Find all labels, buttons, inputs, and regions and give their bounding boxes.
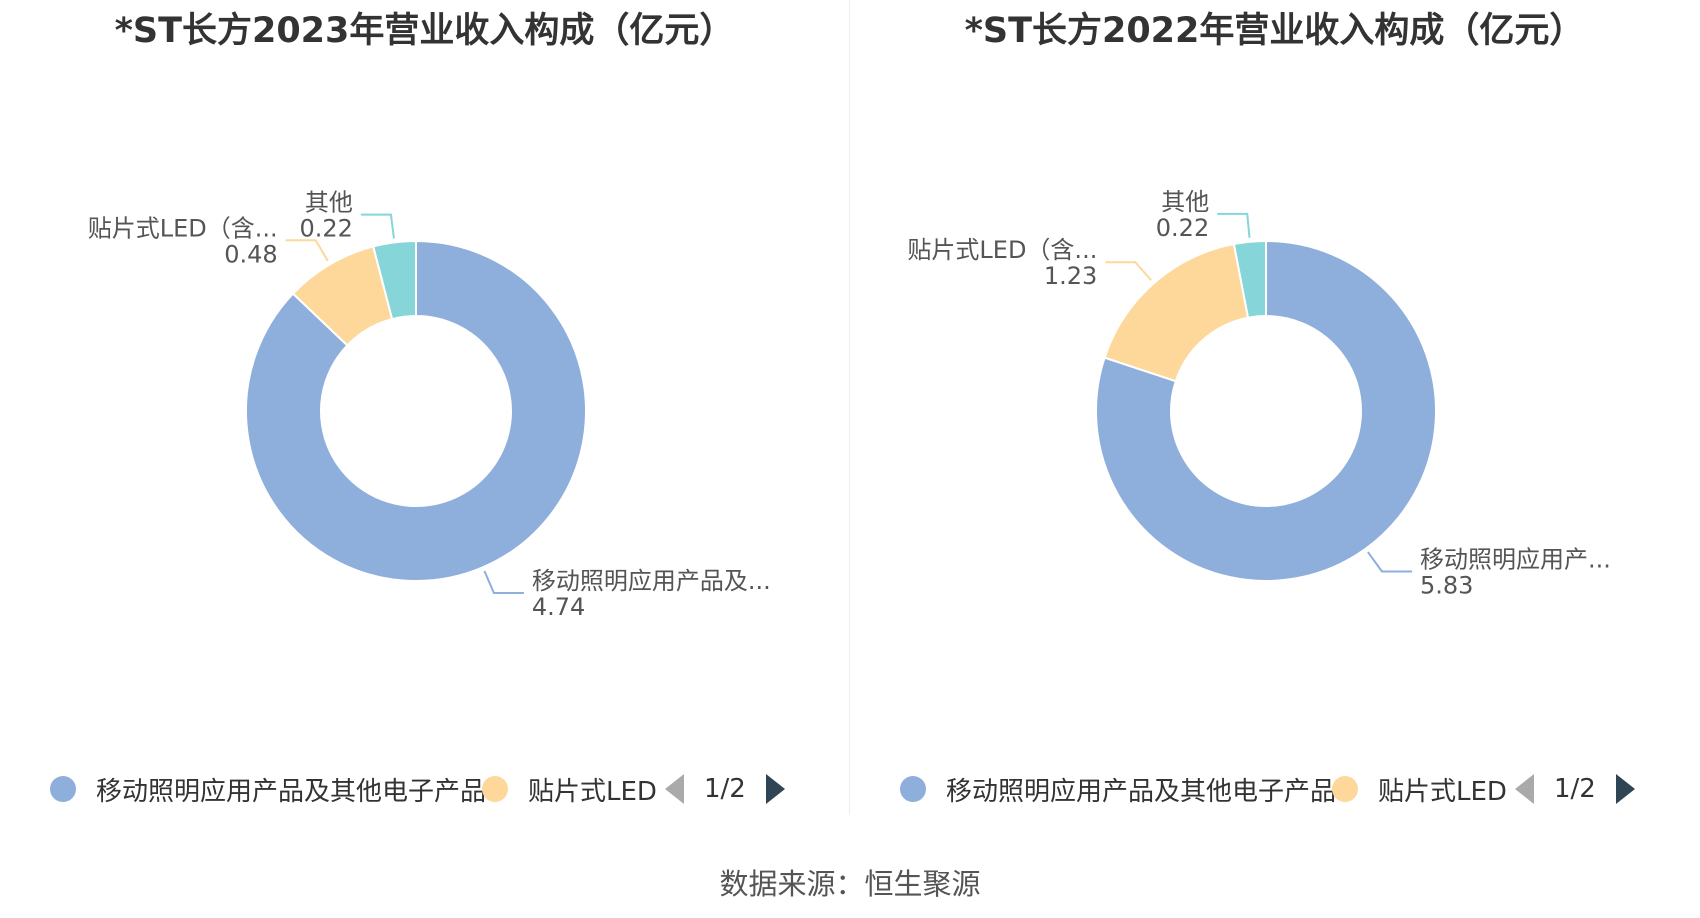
leader-line (1105, 261, 1152, 281)
legend: 移动照明应用产品及其他电子产品 贴片式LED 1/2 (850, 764, 1699, 814)
leader-line (360, 213, 395, 239)
legend: 移动照明应用产品及其他电子产品 贴片式LED 1/2 (0, 764, 849, 814)
leader-line (1217, 212, 1251, 238)
slice-value-label: 0.22 (1156, 214, 1209, 242)
legend-label: 贴片式LED (528, 776, 657, 807)
leader-line (285, 239, 329, 262)
pager-next-icon[interactable] (1615, 774, 1635, 804)
legend-pager: 1/2 (1515, 764, 1635, 814)
pager-prev-icon[interactable] (665, 774, 684, 804)
slice-label: 其他 (305, 189, 353, 217)
donut-chart: 移动照明应用产品及...4.74 贴片式LED（含...0.48 其他0.22 (88, 189, 771, 621)
slice-value-label: 5.83 (1420, 571, 1473, 599)
donut-slice[interactable] (1103, 242, 1250, 383)
slice-label: 移动照明应用产品及... (532, 567, 771, 595)
legend-label: 贴片式LED (1378, 776, 1507, 807)
chart-title: *ST长方2022年营业收入构成（亿元） (964, 11, 1585, 51)
legend-marker (900, 776, 926, 802)
panel-divider (849, 0, 850, 815)
data-source: 数据来源：恒生聚源 (719, 867, 981, 901)
legend-item-lighting[interactable]: 移动照明应用产品及其他电子产品 (50, 764, 486, 814)
slice-label: 贴片式LED（含... (907, 236, 1097, 264)
slice-value-label: 1.23 (1044, 262, 1097, 290)
chart-panel-2023: *ST长方2023年营业收入构成（亿元） 移动照明应用产品及... 4.74 贴片式… (0, 0, 849, 820)
legend-marker (50, 776, 76, 802)
donut-slice[interactable] (1232, 239, 1267, 319)
pager-text: 1/2 (1554, 774, 1596, 804)
legend-item-lighting[interactable]: 移动照明应用产品及其他电子产品 (900, 764, 1336, 814)
chart-panel-2022: *ST长方2022年营业收入构成（亿元） 移动照明应用产... 5.83 贴片式LE… (850, 0, 1699, 820)
leader-line (1367, 551, 1412, 573)
legend-label: 移动照明应用产品及其他电子产品 (946, 776, 1337, 807)
donut-slice[interactable] (372, 239, 417, 321)
pager-next-icon[interactable] (765, 774, 785, 804)
slice-value-label: 0.48 (224, 240, 277, 268)
donut-slice[interactable] (1095, 239, 1437, 582)
pager-prev-icon[interactable] (1515, 774, 1534, 804)
chart-title: *ST长方2023年营业收入构成（亿元） (114, 11, 735, 51)
slice-label: 其他 (1161, 188, 1209, 216)
slice-value-label: 4.74 (532, 593, 585, 621)
donut-slice[interactable] (244, 239, 587, 582)
legend-label: 移动照明应用产品及其他电子产品 (96, 776, 487, 807)
legend-marker (482, 776, 508, 802)
pager-text: 1/2 (704, 774, 746, 804)
slice-label: 贴片式LED（含... (88, 214, 278, 242)
legend-marker (1332, 776, 1358, 802)
slice-label: 移动照明应用产... (1420, 545, 1611, 573)
slice-value-label: 0.22 (299, 215, 352, 243)
legend-pager: 1/2 (665, 764, 785, 814)
legend-item-led[interactable]: 贴片式LED (482, 764, 657, 814)
donut-chart: 移动照明应用产...5.83 贴片式LED（含...1.23 其他0.22 (907, 188, 1611, 600)
legend-item-led[interactable]: 贴片式LED (1332, 764, 1507, 814)
leader-line (483, 570, 524, 595)
